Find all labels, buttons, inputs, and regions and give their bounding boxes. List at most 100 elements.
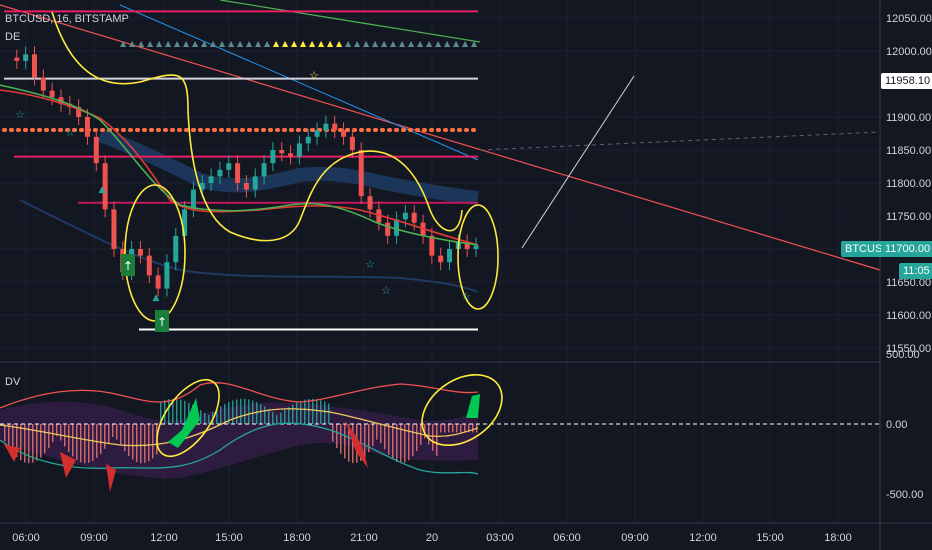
signal-triangle: ▲ — [390, 39, 397, 48]
dv-buy-spike — [466, 394, 480, 418]
dv-histogram-bar — [4, 424, 6, 442]
price-axis[interactable]: 12050.00 12000.00 11900.00 11850.00 11800.00… — [886, 13, 932, 355]
symbol-price-tag[interactable]: BTCUSD — [841, 241, 895, 257]
dv-histogram-bar — [268, 409, 270, 424]
signal-triangle: ▲ — [120, 39, 127, 48]
candle-body — [358, 150, 364, 197]
candle-body — [23, 54, 29, 61]
dv-histogram-bar — [460, 424, 462, 433]
time-axis[interactable]: 06:00 09:00 12:00 15:00 18:00 21:00 20 03:00 06:… — [12, 532, 852, 544]
price-tick-label: 12050.00 — [886, 13, 932, 25]
signal-triangle: ▲ — [327, 39, 334, 48]
dv-histogram-bar — [436, 424, 438, 456]
red-trendline[interactable] — [0, 4, 881, 271]
candle-body — [385, 222, 391, 236]
dashed-projection-line — [479, 131, 881, 151]
signal-triangle: ▲ — [345, 39, 352, 48]
candle-body — [173, 235, 179, 263]
signal-triangle: ▲ — [165, 39, 172, 48]
dv-histogram-bar — [468, 424, 470, 433]
dv-histogram-bar — [20, 424, 22, 461]
signal-triangle: ▲ — [192, 39, 199, 48]
star-marker: ☆ — [15, 108, 25, 121]
dv-indicator-label[interactable]: DV — [5, 376, 21, 388]
dv-upper-line[interactable] — [0, 382, 479, 409]
signal-triangle: ▲ — [237, 39, 244, 48]
signal-triangle: ▲ — [246, 39, 253, 48]
dv-annotation-right[interactable] — [409, 360, 515, 460]
price-pane[interactable]: ▲ ▲ ▲ ▲ ▲ ▲ ▲ ▲ ▲ ▲ ▲ ▲ ▲ ▲ ▲ ▲ ▲ ▲ ▲ ▲ ▲ ▲ ▲ ▲ ▲ ▲ ▲ ▲ ▲ ▲ ▲ ▲ ▲ ▲ ▲ ▲ ▲ ▲ ▲ ▲… — [0, 0, 881, 332]
buy-arrow-left[interactable]: ↑ — [121, 254, 135, 276]
green-trendline[interactable] — [219, 0, 481, 43]
dv-pane[interactable] — [0, 360, 880, 492]
drawn-diagonal-line[interactable] — [521, 75, 635, 249]
candle-body — [261, 163, 267, 177]
dv-histogram-bar — [32, 424, 34, 463]
price-tick-label: 11800.00 — [886, 178, 931, 190]
signal-triangle: ▲ — [372, 39, 379, 48]
green-moving-average[interactable] — [0, 84, 479, 246]
signal-triangle: ▲ — [300, 39, 307, 48]
candle-body — [447, 249, 453, 263]
dv-histogram-bar — [364, 424, 366, 458]
dv-histogram-bar — [72, 424, 74, 457]
dv-histogram-bar — [332, 424, 334, 442]
dv-histogram-bar — [152, 424, 154, 459]
dv-histogram-bar — [284, 409, 286, 424]
dv-histogram-bar — [404, 424, 406, 463]
dv-histogram-bar — [104, 424, 106, 449]
candle-body — [464, 242, 470, 249]
signal-triangle: ▲ — [408, 39, 415, 48]
dv-histogram-bar — [208, 415, 210, 424]
price-tick-label: 11550.00 — [886, 343, 931, 355]
signal-triangle: ▲ — [381, 39, 388, 48]
dv-histogram-bar — [328, 403, 330, 424]
candle-body — [40, 77, 46, 91]
blue-trendline[interactable] — [119, 4, 479, 161]
candle-body — [411, 212, 417, 223]
dv-histogram-bar — [48, 424, 50, 449]
dv-histogram-bar — [264, 406, 266, 424]
dv-histogram-bar — [76, 424, 78, 460]
signal-triangle: ▲ — [426, 39, 433, 48]
candle-body — [305, 136, 311, 144]
dv-histogram-bar — [220, 406, 222, 424]
signal-triangle: ▲ — [318, 39, 325, 48]
annotation-ellipse-right[interactable] — [457, 204, 499, 310]
annotation-wave[interactable] — [51, 11, 463, 242]
dv-lower-line[interactable] — [0, 422, 479, 475]
dv-histogram-bar — [452, 424, 454, 433]
dv-histogram-bar — [80, 424, 82, 463]
dv-histogram-bar — [184, 400, 186, 424]
dv-histogram-bar — [280, 412, 282, 424]
chart-title[interactable]: BTCUSD, 16, BITSTAMP — [5, 13, 129, 25]
buy-arrow-bottom[interactable]: ↑ — [155, 310, 169, 332]
candle-body — [296, 143, 302, 157]
dv-histogram-bar — [432, 424, 434, 451]
dv-histogram-bar — [216, 409, 218, 424]
signal-triangle: ▲ — [183, 39, 190, 48]
candle-body — [376, 209, 382, 223]
price-tick-label: 11650.00 — [886, 277, 931, 289]
triangle-marker: ▲ — [99, 185, 106, 195]
price-tick-label: 11750.00 — [886, 211, 931, 223]
signal-triangle: ▲ — [138, 39, 145, 48]
dv-histogram-bar — [396, 424, 398, 463]
dv-histogram-bar — [224, 404, 226, 424]
dv-annotation-left[interactable] — [145, 369, 232, 466]
triangle-marker: ▲ — [153, 293, 160, 303]
dv-signal-line[interactable] — [0, 408, 479, 447]
time-tick-label: 15:00 — [215, 532, 243, 544]
dv-histogram-bar — [392, 424, 394, 460]
dv-histogram-bar — [124, 424, 126, 452]
dv-axis[interactable]: 500.000.00-500.00-1000.00 — [886, 349, 929, 550]
signal-triangle: ▲ — [453, 39, 460, 48]
dv-histogram-bar — [448, 424, 450, 433]
candle-body — [332, 123, 338, 131]
signal-triangle: ▲ — [309, 39, 316, 48]
signal-triangle: ▲ — [462, 39, 469, 48]
signal-triangle: ▲ — [264, 39, 271, 48]
candle-body — [314, 130, 320, 137]
indicator-label[interactable]: DE — [5, 31, 21, 43]
